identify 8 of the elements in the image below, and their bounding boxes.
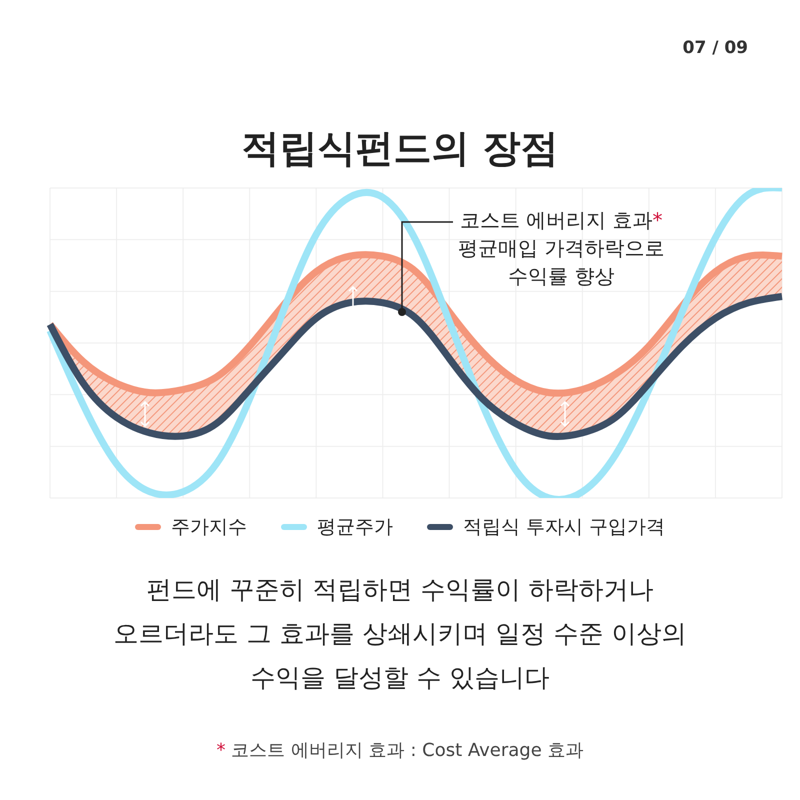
text: * 코스트 에버리지 효과 : Cost Average 효과 [215, 739, 585, 762]
text: 07 / 09 [682, 38, 748, 58]
chart-title: 적립식펀드의 장점 [240, 125, 560, 172]
legend-label: 적립식 투자시 구입가격 [462, 515, 666, 540]
legend-label: 평균주가 [316, 515, 393, 540]
text: 펀드에 꾸준히 적립하면 수익률이 하락하거나 오르더라도 그 효과를 상쇄시키며 일정 수준 이상의 수익을 달성할 수 있습니다 [112, 574, 688, 694]
annotation: 코스트 에버리지 효과* 평균매입 가격하락으로 수익률 향상 [458, 207, 664, 290]
legend-label: 주가지수 [170, 515, 247, 540]
